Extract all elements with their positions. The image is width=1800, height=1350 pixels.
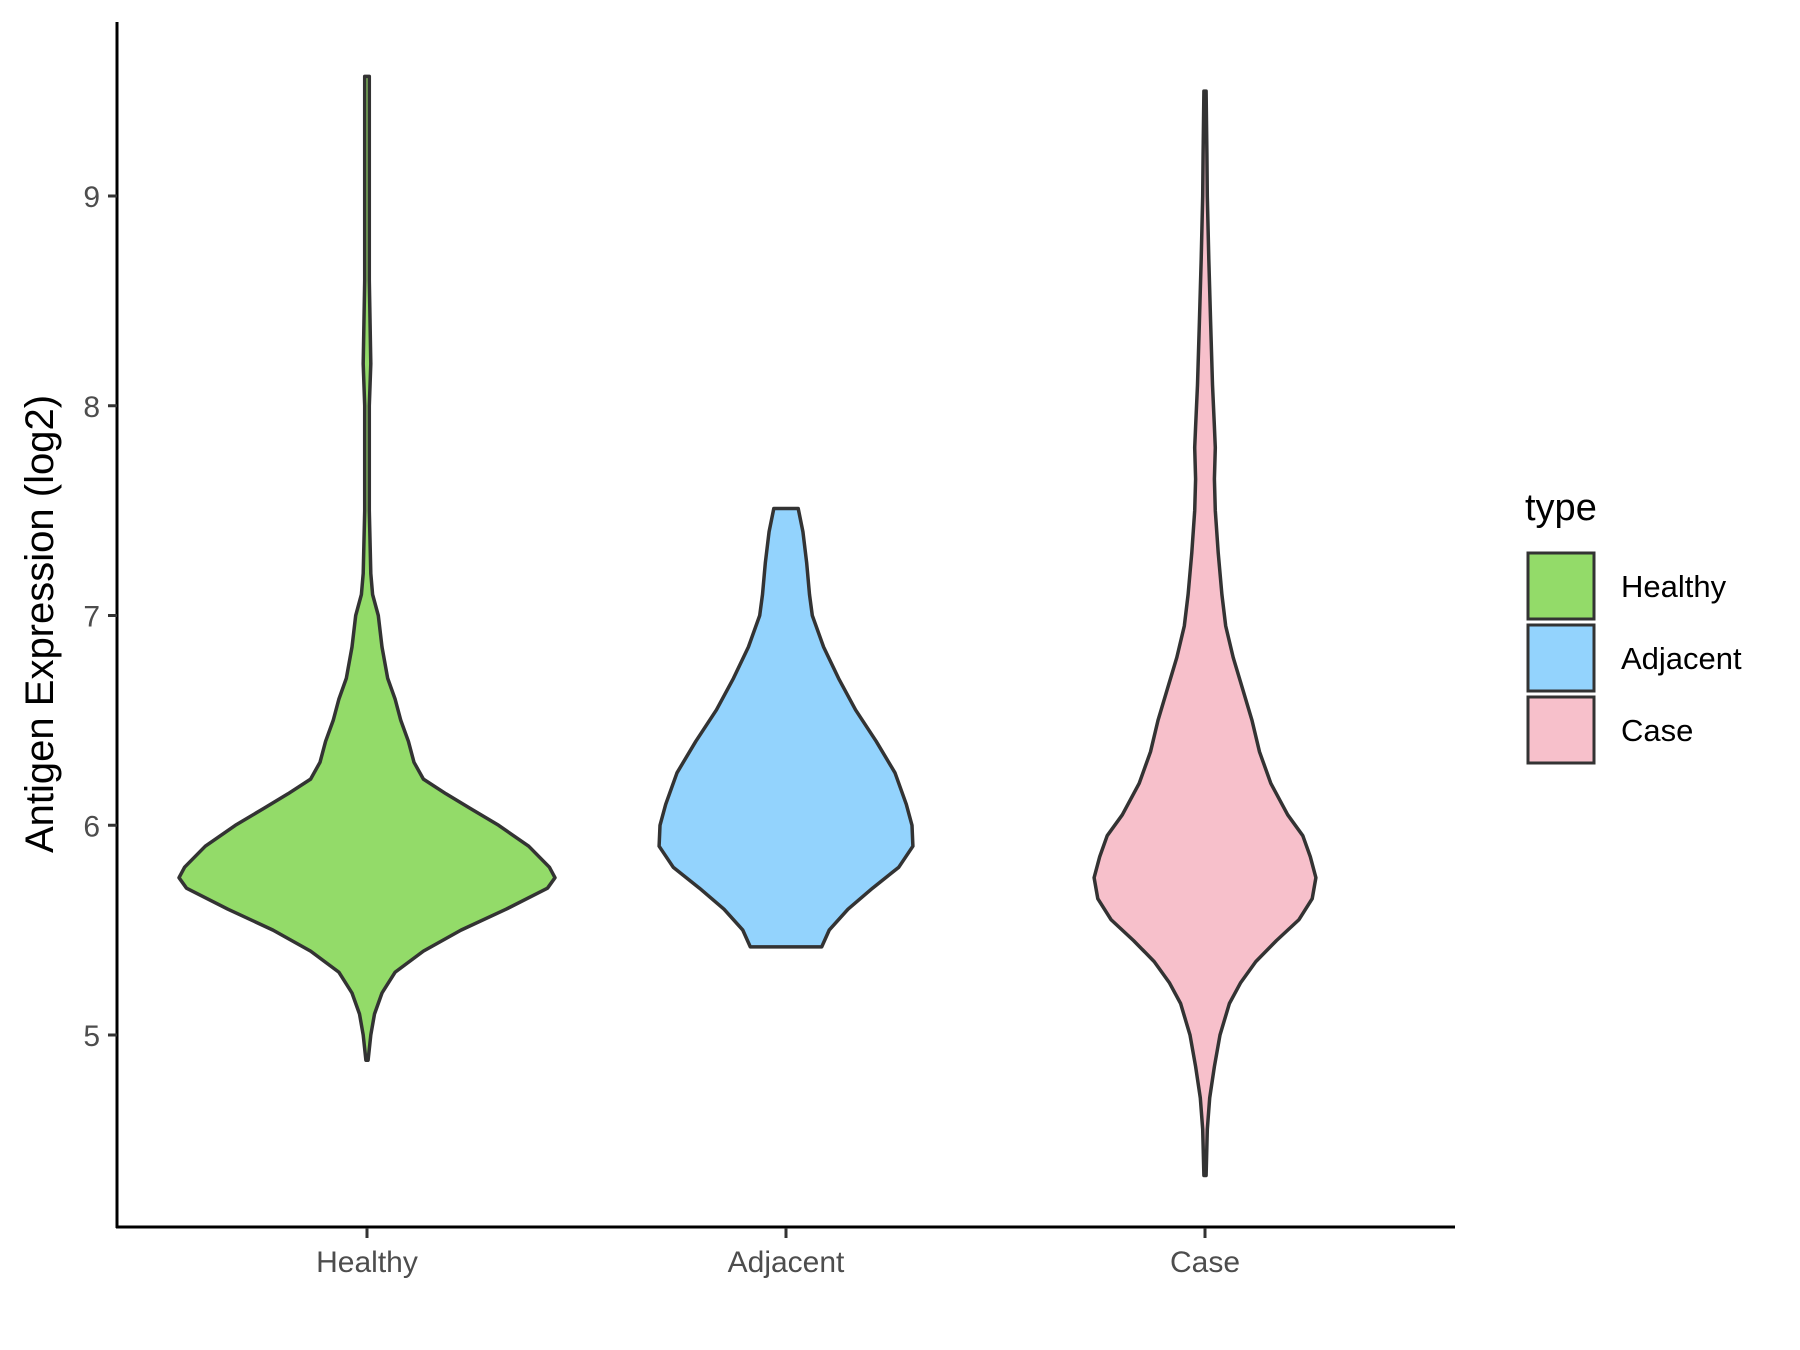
y-tick-label: 5 <box>83 1020 100 1053</box>
violin-healthy <box>177 74 557 1062</box>
violin-adjacent <box>657 506 915 949</box>
legend-label: Adjacent <box>1621 641 1742 676</box>
y-tick-label: 7 <box>83 601 100 634</box>
y-tick-label: 6 <box>83 810 100 843</box>
legend: type Healthy Adjacent Case <box>1525 487 1742 765</box>
legend-title: type <box>1525 487 1597 529</box>
x-tick-label: Adjacent <box>728 1246 845 1279</box>
violins <box>177 74 1318 1178</box>
y-tick-label: 8 <box>83 391 100 424</box>
x-ticks: Healthy Adjacent Case <box>316 1228 1240 1279</box>
legend-key-adjacent <box>1526 623 1596 693</box>
y-axis-title: Antigen Expression (log2) <box>18 395 62 853</box>
legend-label: Healthy <box>1621 569 1727 604</box>
y-tick-label: 9 <box>83 181 100 214</box>
legend-key-case <box>1526 695 1596 765</box>
y-ticks: 5 6 7 8 9 <box>83 181 117 1053</box>
legend-key-healthy <box>1526 551 1596 621</box>
violin-case <box>1092 89 1318 1178</box>
x-tick-label: Case <box>1170 1246 1240 1279</box>
legend-label: Case <box>1621 713 1693 748</box>
x-tick-label: Healthy <box>316 1246 418 1279</box>
